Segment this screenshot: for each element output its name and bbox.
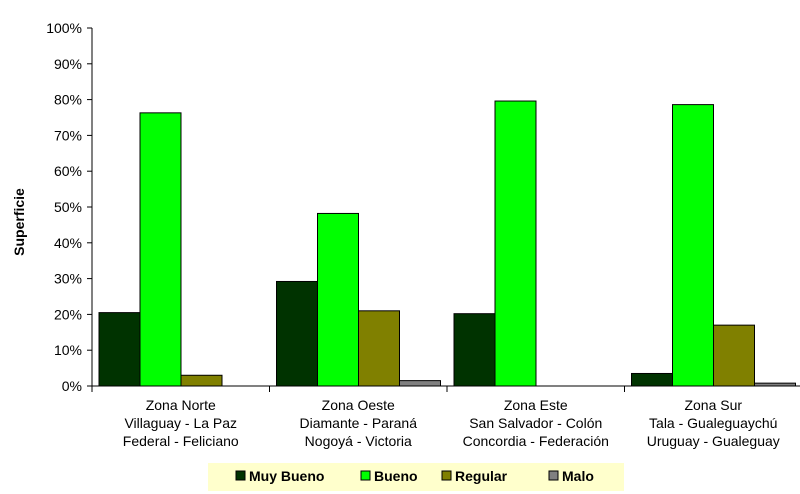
y-tick-label: 100% — [46, 20, 82, 36]
y-tick-label: 80% — [54, 92, 82, 108]
bar-bueno-2 — [494, 100, 537, 387]
legend-swatch-muy-bueno — [235, 470, 246, 481]
bar-muy-bueno-3 — [631, 372, 673, 387]
bar-bueno-0 — [139, 112, 182, 387]
y-tick-label: 10% — [54, 342, 82, 358]
category-label-1-line-1: Diamante - Paraná — [299, 415, 417, 431]
bar-regular-0 — [180, 374, 223, 387]
y-tick-label: 40% — [54, 235, 82, 251]
category-labels: Zona Norte Villaguay - La Paz Federal - Fe… — [123, 397, 780, 449]
axes — [91, 28, 800, 392]
y-tick-label: 0% — [62, 378, 82, 394]
category-label-3-line-1: Tala - Gualeguaychú — [649, 415, 777, 431]
category-label-3-line-2: Uruguay - Gualeguay — [647, 433, 780, 449]
category-label-2-line-0: Zona Este — [504, 397, 568, 413]
category-label-3-line-0: Zona Sur — [684, 397, 742, 413]
bar-malo-1 — [399, 380, 441, 387]
category-label-1-line-2: Nogoyá - Victoria — [305, 433, 412, 449]
legend-swatch-bueno — [360, 470, 371, 481]
legend-label-bueno: Bueno — [374, 468, 418, 484]
legend-label-regular: Regular — [455, 468, 508, 484]
legend-label-malo: Malo — [562, 468, 594, 484]
bar-muy-bueno-1 — [276, 280, 318, 387]
category-label-0-line-1: Villaguay - La Paz — [124, 415, 237, 431]
legend-swatch-malo — [548, 470, 559, 481]
category-label-0-line-0: Zona Norte — [146, 397, 216, 413]
y-tick-label: 20% — [54, 306, 82, 322]
legend-label-muy-bueno: Muy Bueno — [249, 468, 324, 484]
legend: Muy Bueno Bueno Regular Malo — [208, 463, 624, 491]
bar-bueno-3 — [672, 104, 714, 387]
category-label-2-line-1: San Salvador - Colón — [469, 415, 602, 431]
legend-swatch-regular — [441, 470, 452, 481]
y-tick-label: 60% — [54, 163, 82, 179]
bars — [98, 100, 796, 387]
bar-regular-1 — [358, 310, 400, 387]
category-label-1-line-0: Zona Oeste — [322, 397, 395, 413]
y-tick-label: 90% — [54, 56, 82, 72]
y-axis-title: Superficie — [11, 188, 27, 256]
category-label-0-line-2: Federal - Feliciano — [123, 433, 239, 449]
bar-bueno-1 — [317, 212, 359, 387]
y-tick-label: 70% — [54, 127, 82, 143]
y-tick-label: 50% — [54, 199, 82, 215]
y-tick-label: 30% — [54, 271, 82, 287]
bar-regular-3 — [713, 324, 755, 387]
bar-muy-bueno-2 — [453, 313, 496, 387]
y-axis-ticks: 0% 10% 20% 30% 40% 50% 60% 70% 80% 90% 100% — [46, 20, 92, 394]
category-label-2-line-2: Concordia - Federación — [463, 433, 609, 449]
bar-muy-bueno-0 — [98, 312, 141, 387]
